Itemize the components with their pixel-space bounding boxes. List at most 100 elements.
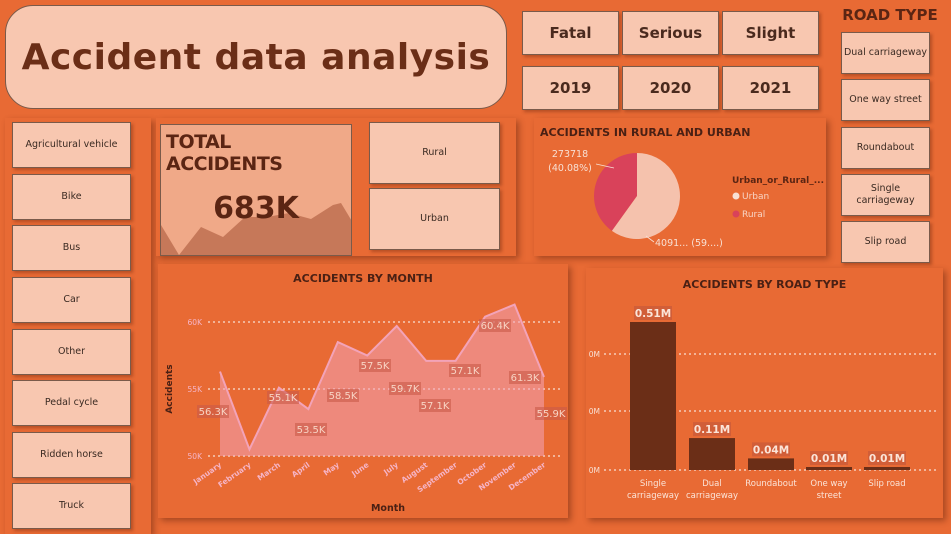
month-data-label-text-8: 57.1K bbox=[451, 366, 480, 377]
road-data-label-text-0: 0.51M bbox=[635, 308, 671, 320]
road-bar-2 bbox=[748, 458, 794, 470]
road-data-label-1: 0.11M bbox=[693, 422, 731, 437]
total-accidents-label: TOTAL ACCIDENTS bbox=[166, 131, 283, 175]
month-data-label-bg-10 bbox=[509, 371, 541, 384]
pie-chart-panel: ACCIDENTS IN RURAL AND URBAN 273718 (40.0… bbox=[534, 118, 826, 256]
vehicle-item-agricultural-vehicle[interactable]: Agricultural vehicle bbox=[12, 122, 131, 168]
month-y-tick-0: 50K bbox=[188, 452, 204, 461]
month-data-label-bg-7 bbox=[419, 399, 451, 412]
road-bar-4 bbox=[864, 467, 910, 470]
year-button-2020[interactable]: 2020 bbox=[622, 66, 719, 110]
year-button-2019[interactable]: 2019 bbox=[522, 66, 619, 110]
pie-label-rural-value: 273718 bbox=[552, 149, 588, 160]
month-x-tick-1: February bbox=[216, 460, 252, 489]
month-data-label-bg-0 bbox=[197, 405, 229, 418]
road-data-label-bg-0 bbox=[634, 306, 672, 320]
month-chart-svg: 50K55K60K56.3K55.1K53.5K58.5K57.5K59.7K5… bbox=[165, 303, 567, 514]
vehicle-item-car[interactable]: Car bbox=[12, 277, 131, 323]
month-y-axis-title: Accidents bbox=[165, 364, 175, 413]
road-type-item-single-carriageway[interactable]: Single carriageway bbox=[841, 174, 930, 216]
month-data-label-text-0: 56.3K bbox=[199, 407, 228, 418]
road-x-tick-0-0: Single bbox=[640, 479, 666, 489]
month-data-label-4: 58.5K bbox=[327, 389, 359, 402]
road-type-chart-title: ACCIDENTS BY ROAD TYPE bbox=[682, 278, 847, 291]
vehicle-item-bike[interactable]: Bike bbox=[12, 174, 131, 220]
road-bar-1 bbox=[689, 438, 735, 470]
road-type-item-roundabout[interactable]: Roundabout bbox=[841, 127, 930, 169]
pie-slice-rural bbox=[594, 153, 637, 231]
month-data-label-bg-3 bbox=[295, 423, 327, 436]
vehicle-item-other[interactable]: Other bbox=[12, 329, 131, 375]
pie-leader-urban bbox=[645, 235, 655, 243]
road-type-item-one-way-street[interactable]: One way street bbox=[841, 79, 930, 121]
month-data-label-bg-9 bbox=[479, 319, 511, 332]
pie-label-urban: 4091... (59....) bbox=[655, 238, 723, 249]
month-data-label-text-5: 57.5K bbox=[361, 361, 390, 372]
month-data-label-text-9: 60.4K bbox=[481, 321, 510, 332]
road-x-tick-1-0: Dual bbox=[702, 479, 722, 489]
dashboard-title-card: Accident data analysis bbox=[5, 5, 507, 109]
road-type-item-dual-carriageway[interactable]: Dual carriageway bbox=[841, 32, 930, 74]
road-data-label-text-3: 0.01M bbox=[811, 453, 847, 465]
month-data-label-bg-8 bbox=[449, 364, 481, 377]
road-x-tick-1-1: carriageway bbox=[686, 491, 738, 501]
road-bar-3 bbox=[806, 467, 852, 470]
month-data-label-bg-5 bbox=[359, 359, 391, 372]
road-data-label-4: 0.01M bbox=[868, 451, 906, 465]
road-bar-0 bbox=[630, 322, 676, 470]
road-data-label-text-4: 0.01M bbox=[869, 453, 905, 465]
month-data-label-text-6: 59.7K bbox=[391, 384, 420, 395]
area-button-urban[interactable]: Urban bbox=[369, 188, 500, 250]
dashboard-title: Accident data analysis bbox=[21, 36, 491, 78]
total-accidents-card: TOTAL ACCIDENTS 683K bbox=[160, 124, 352, 256]
road-type-chart-panel: ACCIDENTS BY ROAD TYPE 0M 0M 0M 0.51M Single… bbox=[586, 268, 943, 518]
vehicle-item-bus[interactable]: Bus bbox=[12, 225, 131, 271]
severity-button-slight[interactable]: Slight bbox=[722, 11, 819, 55]
month-data-label-9: 60.4K bbox=[479, 319, 511, 332]
month-y-tick-1: 55K bbox=[188, 385, 204, 394]
severity-button-serious[interactable]: Serious bbox=[622, 11, 719, 55]
month-data-label-11: 55.9K bbox=[535, 407, 567, 420]
road-x-tick-4-0: Slip road bbox=[868, 479, 905, 489]
month-chart-title: ACCIDENTS BY MONTH bbox=[293, 272, 433, 285]
month-data-label-text-11: 55.9K bbox=[537, 409, 566, 420]
pie-legend-marker-rural bbox=[732, 210, 740, 218]
month-x-axis-title: Month bbox=[371, 503, 405, 514]
pie-legend-marker-urban bbox=[732, 192, 740, 200]
month-area-fill bbox=[220, 304, 544, 456]
month-data-label-bg-2 bbox=[267, 391, 299, 404]
month-x-tick-4: May bbox=[322, 460, 341, 477]
road-data-label-bg-3 bbox=[810, 451, 848, 465]
month-data-label-bg-6 bbox=[389, 382, 421, 395]
month-data-label-6: 59.7K bbox=[389, 382, 421, 395]
month-chart-panel: ACCIDENTS BY MONTH 50K 55K 60K 56.3K 55.1K 53… bbox=[158, 264, 568, 518]
road-data-label-2: 0.04M bbox=[752, 442, 790, 457]
road-x-tick-3-0: One way bbox=[810, 479, 847, 489]
month-data-label-5: 57.5K bbox=[359, 359, 391, 372]
vehicle-item-ridden-horse[interactable]: Ridden horse bbox=[12, 432, 131, 478]
pie-legend-label-urban: Urban bbox=[742, 192, 769, 202]
pie-legend-label-rural: Rural bbox=[742, 210, 765, 220]
area-button-rural[interactable]: Rural bbox=[369, 122, 500, 184]
road-data-label-3: 0.01M bbox=[810, 451, 848, 465]
month-data-label-text-2: 55.1K bbox=[269, 393, 298, 404]
month-data-label-0: 56.3K bbox=[197, 405, 229, 418]
road-data-label-bg-2 bbox=[752, 442, 790, 457]
total-accidents-value: 683K bbox=[213, 191, 299, 226]
road-y-tick-2: 0M bbox=[589, 350, 600, 359]
severity-button-fatal[interactable]: Fatal bbox=[522, 11, 619, 55]
road-data-label-text-2: 0.04M bbox=[753, 444, 789, 456]
vehicle-item-pedal-cycle[interactable]: Pedal cycle bbox=[12, 380, 131, 426]
month-x-tick-6: July bbox=[381, 460, 400, 477]
month-data-label-10: 61.3K bbox=[509, 371, 541, 384]
road-data-label-bg-4 bbox=[868, 451, 906, 465]
pie-legend-title: Urban_or_Rural_... bbox=[732, 176, 824, 186]
pie-slice-urban bbox=[611, 153, 680, 239]
road-type-chart-svg: 0M 0M 0M 0.51M Single carriageway 0.11M Dual car… bbox=[589, 306, 936, 501]
month-x-tick-2: March bbox=[256, 460, 282, 482]
road-data-label-0: 0.51M bbox=[634, 306, 672, 320]
vehicle-item-truck[interactable]: Truck bbox=[12, 483, 131, 529]
year-button-2021[interactable]: 2021 bbox=[722, 66, 819, 110]
month-data-label-bg-11 bbox=[535, 407, 567, 420]
road-type-item-slip-road[interactable]: Slip road bbox=[841, 221, 930, 263]
